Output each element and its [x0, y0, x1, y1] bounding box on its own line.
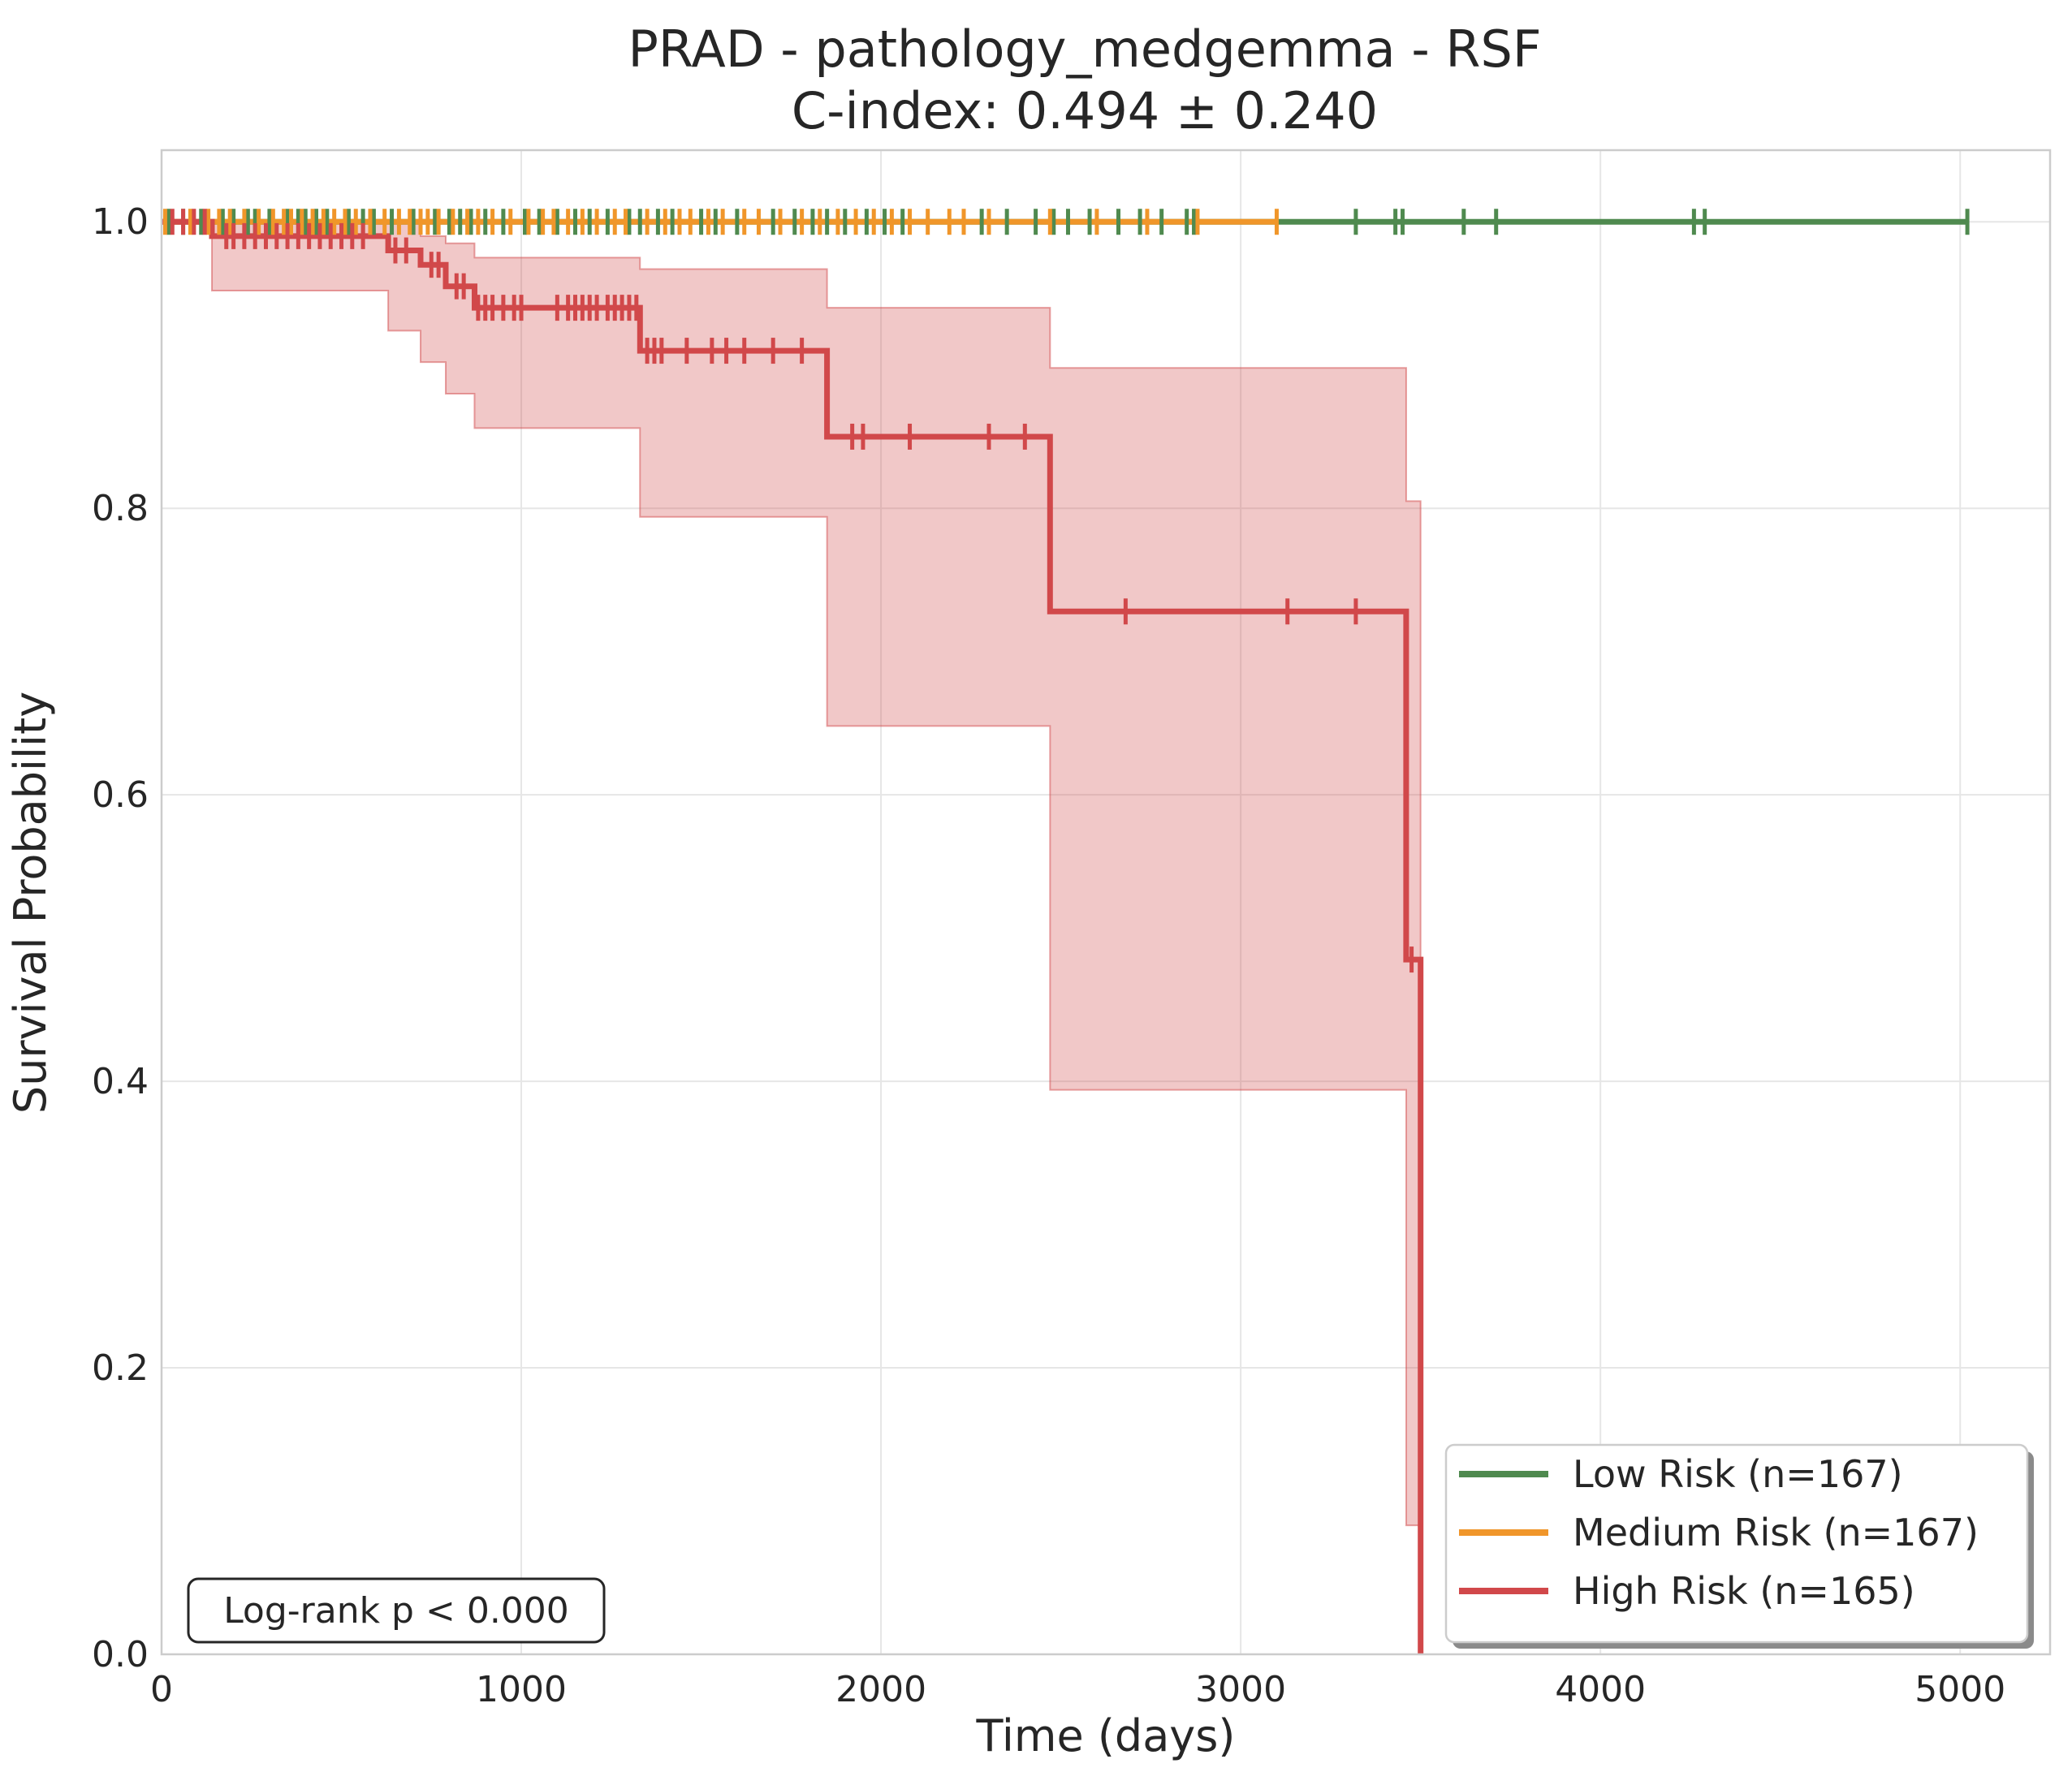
legend-label-series-2: High Risk (n=165) [1573, 1569, 1915, 1613]
pvalue-annotation: Log-rank p < 0.000 [187, 1577, 606, 1644]
legend-label-series-0: Low Risk (n=167) [1573, 1452, 1903, 1496]
pvalue-box [187, 1577, 606, 1644]
x-tick-labels: 0 1000 2000 3000 4000 5000 [150, 1669, 2005, 1710]
y-tick-label: 0.0 [92, 1634, 149, 1675]
x-tick-label: 4000 [1555, 1669, 1646, 1710]
y-tick-label: 0.2 [92, 1347, 149, 1389]
y-axis-label: Survival Probability [5, 692, 56, 1114]
plot-frame [160, 149, 2052, 1656]
y-tick-label: 1.0 [92, 201, 149, 243]
legend-box [1444, 1443, 2029, 1644]
confidence-band-layer [162, 221, 1422, 1527]
chart-title: PRAD - pathology_medgemma - RSF [628, 19, 1541, 79]
x-tick-label: 2000 [835, 1669, 926, 1710]
censor-marks-layer [162, 209, 1970, 973]
chart-subtitle: C-index: 0.494 ± 0.240 [792, 81, 1378, 140]
y-tick-label: 0.6 [92, 774, 149, 816]
legend: Low Risk (n=167) Medium Risk (n=167) High … [1444, 1443, 2034, 1649]
y-tick-label: 0.8 [92, 488, 149, 529]
x-tick-label: 0 [150, 1669, 173, 1710]
x-axis-label: Time (days) [976, 1710, 1236, 1761]
x-tick-label: 5000 [1914, 1669, 2005, 1710]
y-tick-labels: 0.0 0.2 0.4 0.6 0.8 1.0 [92, 201, 149, 1675]
y-tick-label: 0.4 [92, 1061, 149, 1102]
legend-label-series-1: Medium Risk (n=167) [1573, 1511, 1979, 1554]
x-tick-label: 1000 [476, 1669, 567, 1710]
pvalue-text: Log-rank p < 0.000 [223, 1590, 569, 1632]
x-tick-label: 3000 [1195, 1669, 1286, 1710]
confidence-band-series-2 [162, 221, 1422, 1527]
